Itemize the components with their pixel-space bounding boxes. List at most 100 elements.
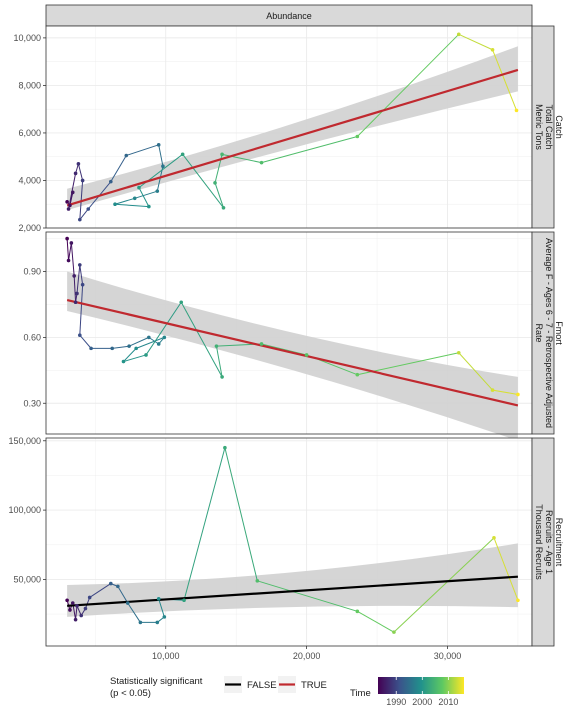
x-axis: 10,000 20,000 30,000: [152, 646, 461, 661]
data-point: [88, 596, 92, 600]
x-tick-label: 10,000: [152, 651, 180, 661]
data-point: [65, 598, 69, 602]
data-point: [144, 353, 148, 357]
data-point: [356, 135, 360, 139]
strip-label-line: Metric Tons: [534, 104, 544, 150]
data-point: [457, 351, 461, 355]
data-point: [147, 336, 151, 340]
data-point: [260, 342, 264, 346]
data-point: [109, 180, 113, 184]
data-point: [78, 263, 82, 267]
data-point: [89, 347, 93, 351]
data-point: [220, 375, 224, 379]
data-point: [126, 601, 130, 605]
data-point: [79, 614, 83, 618]
data-point: [74, 300, 78, 304]
data-point: [157, 143, 161, 147]
data-point: [75, 604, 79, 608]
y-tick-label: 0.30: [23, 398, 41, 408]
data-point: [68, 608, 72, 612]
legend-significance-subtitle: (p < 0.05): [110, 688, 151, 699]
data-point: [84, 607, 88, 611]
x-tick-label: 30,000: [434, 651, 462, 661]
data-point: [356, 610, 360, 614]
strip-label-line: Fmort: [554, 321, 564, 345]
data-point: [124, 154, 128, 158]
y-tick-label: 0.90: [23, 267, 41, 277]
y-tick-label: 8,000: [18, 80, 41, 90]
data-point: [65, 200, 69, 204]
data-point: [161, 164, 165, 168]
data-point: [67, 259, 71, 263]
data-point: [515, 109, 519, 113]
data-point: [65, 237, 69, 241]
strip-label-line: Total Catch: [544, 104, 554, 149]
top-strip: Abundance: [46, 5, 532, 26]
data-point: [157, 597, 161, 601]
data-point: [491, 48, 495, 52]
data-point: [215, 344, 219, 348]
data-point: [133, 196, 137, 200]
data-point: [222, 206, 226, 210]
data-point: [155, 621, 159, 625]
data-point: [134, 347, 138, 351]
data-point: [70, 241, 74, 245]
data-point: [179, 300, 183, 304]
data-point: [72, 274, 76, 278]
data-point: [256, 579, 260, 583]
x-tick-label: 20,000: [293, 651, 321, 661]
data-point: [516, 393, 520, 397]
data-point: [116, 585, 120, 589]
data-point: [67, 207, 71, 211]
data-point: [223, 446, 227, 450]
y-tick-label: 50,000: [13, 574, 41, 584]
data-point: [491, 388, 495, 392]
data-point: [81, 283, 85, 287]
data-point: [260, 161, 264, 165]
data-point: [356, 373, 360, 377]
data-point: [75, 292, 79, 296]
colorbar-tick-label: 2000: [412, 697, 432, 707]
top-strip-label: Abundance: [266, 11, 312, 21]
data-point: [110, 347, 114, 351]
data-point: [77, 162, 81, 166]
y-tick-label: 100,000: [8, 505, 41, 515]
panel-2: 0.300.600.90FmortAverage F - Ages 6 - 7 …: [23, 232, 564, 441]
legend-significance-title: Statistically significant: [110, 676, 203, 687]
panel-3: 50,000 100,000 150,000 RecruitmentRecruits …: [8, 436, 564, 646]
data-point: [137, 186, 141, 190]
data-point: [74, 618, 78, 622]
y-tick-label: 4,000: [18, 175, 41, 185]
strip-label-line: Thousand Recruits: [534, 504, 544, 580]
colorbar-tick-label: 2010: [438, 697, 458, 707]
data-point: [122, 360, 126, 364]
data-point: [182, 598, 186, 602]
data-point: [155, 189, 159, 193]
data-point: [492, 536, 496, 540]
panel-background: [46, 438, 532, 646]
data-point: [78, 218, 82, 222]
y-tick-label: 150,000: [8, 436, 41, 446]
data-point: [81, 179, 85, 183]
data-point: [147, 205, 151, 209]
y-tick-label: 6,000: [18, 128, 41, 138]
strip-label-line: Recruits - Age 1: [544, 510, 554, 574]
data-point: [68, 204, 72, 208]
strip-label-line: Catch: [554, 115, 564, 139]
legend-colorbar: [378, 677, 464, 694]
strip-label-line: Average F - Ages 6 - 7 - Retrospective A…: [544, 238, 554, 428]
data-point: [86, 207, 90, 211]
data-point: [109, 582, 113, 586]
data-point: [157, 342, 161, 346]
data-point: [78, 333, 82, 337]
data-point: [516, 598, 520, 602]
data-point: [113, 202, 117, 206]
data-point: [163, 615, 167, 619]
data-point: [305, 353, 309, 357]
data-point: [220, 153, 224, 157]
